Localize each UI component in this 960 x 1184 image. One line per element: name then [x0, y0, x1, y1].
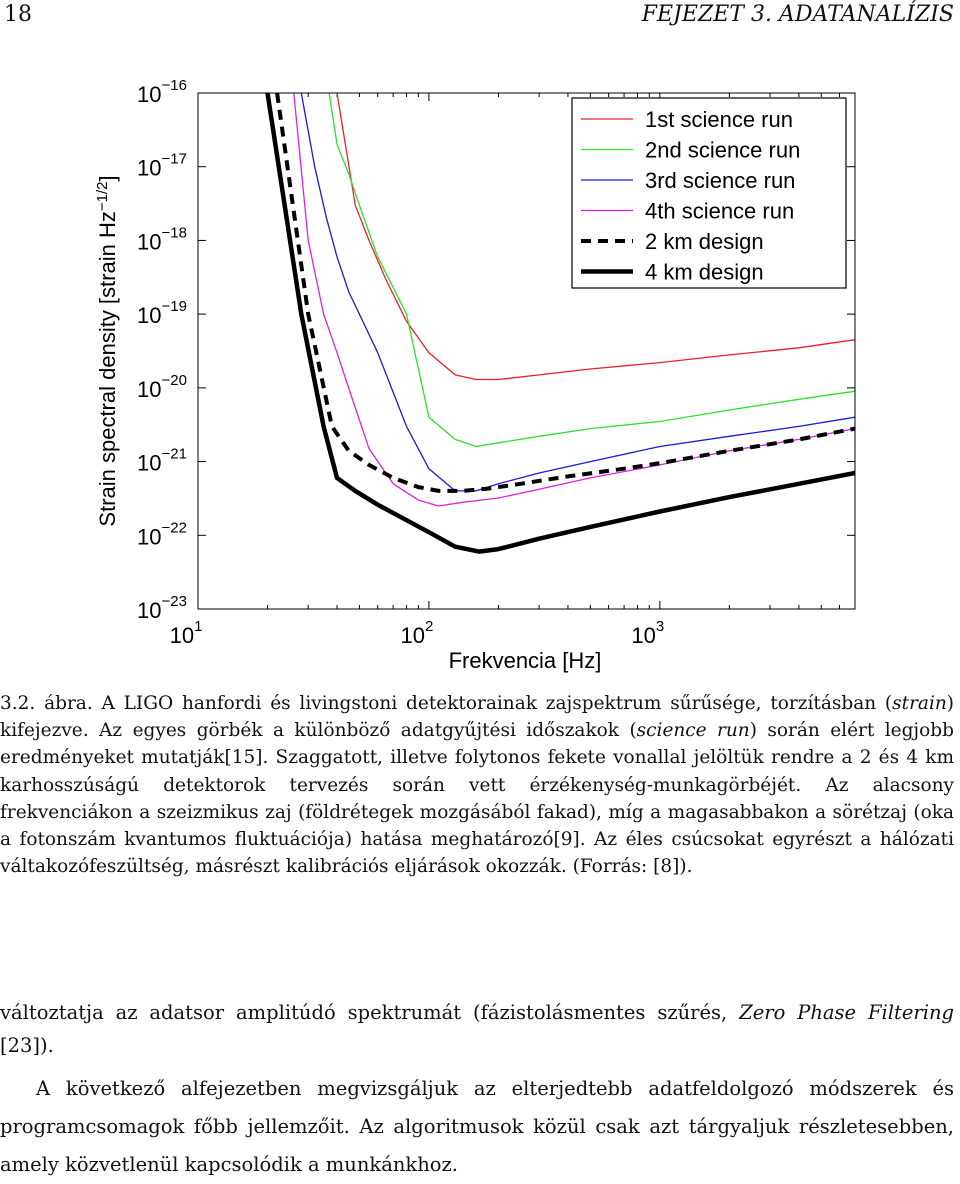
series-line-1st-science-run	[336, 93, 855, 381]
page-header: 18 FEJEZET 3. ADATANALÍZIS	[0, 2, 960, 32]
page-number: 18	[4, 2, 32, 27]
legend-label: 3rd science run	[645, 168, 795, 193]
y-tick-labels: 10−16 10−17 10−18 10−19 10−20 10−21 10−22 10−23	[137, 77, 187, 623]
series-line-4-km-design	[265, 93, 855, 554]
y-tick-label: 10−23	[137, 593, 187, 623]
body-text: [23]).	[0, 1034, 54, 1057]
body-italic: Zero Phase Filtering	[739, 1001, 954, 1024]
caption-italic: strain	[892, 693, 947, 714]
caption-text: A LIGO hanfordi és livingstoni detektora…	[92, 693, 893, 714]
legend-label: 4 km design	[645, 260, 764, 285]
y-tick-label: 10−17	[137, 151, 187, 181]
x-axis-label: Frekvencia [Hz]	[449, 648, 602, 673]
y-axis-label: Strain spectral density [strain Hz−1/2]	[95, 175, 120, 526]
body-text: változtatja az adatsor amplitúdó spektru…	[0, 1001, 740, 1024]
legend: 1st science run 2nd science run 3rd scienc…	[571, 97, 847, 289]
y-tick-label: 10−16	[137, 77, 187, 107]
legend-label: 1st science run	[645, 107, 793, 132]
x-tick-label: 103	[631, 618, 664, 648]
legend-label: 4th science run	[645, 199, 794, 224]
y-tick-label: 10−18	[137, 224, 187, 254]
plot-frame	[197, 92, 856, 610]
series-line-4th-science-run	[293, 93, 855, 507]
y-tick-label: 10−22	[137, 519, 187, 549]
y-tick-label: 10−19	[137, 298, 187, 328]
y-tick-label: 10−20	[137, 372, 187, 402]
caption-italic: science run	[636, 720, 750, 742]
body-paragraph-2: A következő alfejezetben megvizsgáljuk a…	[0, 1077, 954, 1176]
axis-ticks	[197, 92, 856, 610]
series-line-3rd-science-run	[300, 93, 855, 492]
series-line-2nd-science-run	[328, 93, 855, 448]
figure-caption: 3.2. ábra. A LIGO hanfordi és livingston…	[0, 690, 954, 880]
caption-text: ) kifejezve. Az egyes görbék a különböző…	[0, 693, 954, 742]
legend-label: 2nd science run	[645, 138, 800, 163]
body-paragraph-1: változtatja az adatsor amplitúdó spektru…	[0, 996, 954, 1062]
legend-box	[571, 97, 847, 289]
series-group	[265, 93, 855, 554]
x-tick-label: 101	[170, 618, 203, 648]
y-tick-label: 10−21	[137, 446, 187, 476]
series-line-2-km-design	[275, 93, 855, 493]
caption-text: ) során elért legjobb eredményeket mutat…	[0, 720, 954, 878]
x-tick-labels: 101 102 103	[170, 618, 665, 648]
legend-label: 2 km design	[645, 229, 764, 254]
caption-label: 3.2. ábra.	[0, 693, 93, 714]
chapter-title: FEJEZET 3. ADATANALÍZIS	[641, 2, 954, 27]
noise-spectrum-chart: 10−16 10−17 10−18 10−19 10−20 10−21 10−22 10−23…	[95, 77, 856, 673]
x-tick-label: 102	[401, 618, 434, 648]
